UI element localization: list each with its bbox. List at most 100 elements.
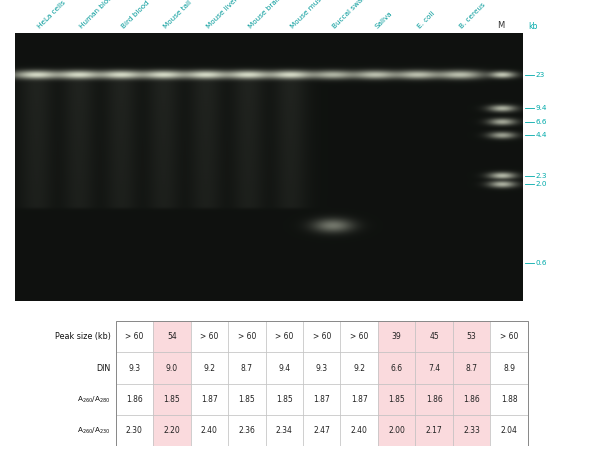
Text: 2.40: 2.40 [201,426,218,435]
Text: > 60: > 60 [275,332,294,341]
Bar [416,352,453,384]
Bar [153,384,190,415]
Text: 8.7: 8.7 [465,364,477,373]
Text: $\mathregular{A_{260}/A_{280}}$: $\mathregular{A_{260}/A_{280}}$ [77,394,111,405]
Text: 45: 45 [429,332,439,341]
Text: 2.3: 2.3 [536,173,547,179]
Bar [303,384,340,415]
Bar [491,415,528,446]
Text: 9.2: 9.2 [353,364,365,373]
Text: DIN: DIN [96,364,111,373]
Bar [378,352,416,384]
Text: 9.2: 9.2 [203,364,215,373]
Text: 1.85: 1.85 [238,395,255,404]
Text: 7.4: 7.4 [428,364,440,373]
Text: 1.86: 1.86 [126,395,143,404]
Bar [453,384,491,415]
Text: 1.85: 1.85 [164,395,180,404]
Text: E. coli: E. coli [416,10,435,30]
Bar [228,415,265,446]
Text: 9.4: 9.4 [278,364,291,373]
Bar [265,384,303,415]
Text: Saliva: Saliva [374,10,394,30]
Bar [453,352,491,384]
Text: 1.87: 1.87 [351,395,368,404]
Bar [491,352,528,384]
Bar [228,321,265,352]
Text: 2.04: 2.04 [501,426,518,435]
Bar [190,352,228,384]
Bar [303,415,340,446]
Text: > 60: > 60 [500,332,518,341]
Bar [153,352,190,384]
Text: > 60: > 60 [238,332,256,341]
Bar [190,415,228,446]
Text: 6.6: 6.6 [536,119,547,125]
Text: Buccal swab: Buccal swab [332,0,368,30]
Text: > 60: > 60 [313,332,331,341]
Text: 2.0: 2.0 [536,181,547,187]
Text: 8.9: 8.9 [503,364,515,373]
Bar [453,321,491,352]
Text: 54: 54 [167,332,177,341]
Text: Mouse tail: Mouse tail [163,0,193,30]
Text: 1.85: 1.85 [388,395,405,404]
Bar [228,384,265,415]
Bar [453,415,491,446]
Text: kb: kb [528,22,537,31]
Bar [340,415,378,446]
Bar [190,384,228,415]
Text: 2.17: 2.17 [426,426,443,435]
Text: 39: 39 [392,332,401,341]
Text: HeLa cells: HeLa cells [36,0,66,30]
Text: 2.36: 2.36 [238,426,255,435]
Text: 2.40: 2.40 [351,426,368,435]
Text: M: M [497,21,504,30]
Text: Human blood: Human blood [78,0,117,30]
Text: 9.3: 9.3 [316,364,328,373]
Text: 1.86: 1.86 [426,395,443,404]
Text: 2.20: 2.20 [164,426,180,435]
Text: > 60: > 60 [350,332,368,341]
Bar [416,321,453,352]
Text: 23: 23 [536,72,544,78]
Text: 2.00: 2.00 [388,426,405,435]
Bar [265,415,303,446]
Bar [228,352,265,384]
Text: Mouse liver: Mouse liver [205,0,238,30]
Text: Mouse muscle: Mouse muscle [289,0,330,30]
Text: 2.47: 2.47 [313,426,330,435]
Text: > 60: > 60 [200,332,219,341]
Text: 2.34: 2.34 [276,426,293,435]
Bar [416,415,453,446]
Text: > 60: > 60 [125,332,144,341]
Text: B. cereus: B. cereus [458,1,486,30]
Text: 1.87: 1.87 [201,395,217,404]
Bar [116,415,153,446]
Text: 9.4: 9.4 [536,106,547,111]
Bar [340,384,378,415]
Bar [265,321,303,352]
Text: 1.87: 1.87 [313,395,330,404]
Bar [153,415,190,446]
Text: 2.30: 2.30 [126,426,143,435]
Text: Bird blood: Bird blood [120,0,151,30]
Bar [116,321,153,352]
Bar [340,321,378,352]
Bar [491,384,528,415]
Text: 9.0: 9.0 [166,364,178,373]
Text: $\mathregular{A_{260}/A_{230}}$: $\mathregular{A_{260}/A_{230}}$ [77,426,111,436]
Text: 1.85: 1.85 [276,395,293,404]
Text: 1.86: 1.86 [463,395,480,404]
Bar [116,352,153,384]
Text: 9.3: 9.3 [128,364,140,373]
Bar [303,321,340,352]
Bar [378,321,416,352]
Text: 8.7: 8.7 [241,364,253,373]
Text: Mouse brain: Mouse brain [247,0,283,30]
Text: 0.6: 0.6 [536,260,547,266]
Bar [190,321,228,352]
Bar [378,415,416,446]
Text: 2.33: 2.33 [463,426,480,435]
Text: Peak size (kb): Peak size (kb) [55,332,111,341]
